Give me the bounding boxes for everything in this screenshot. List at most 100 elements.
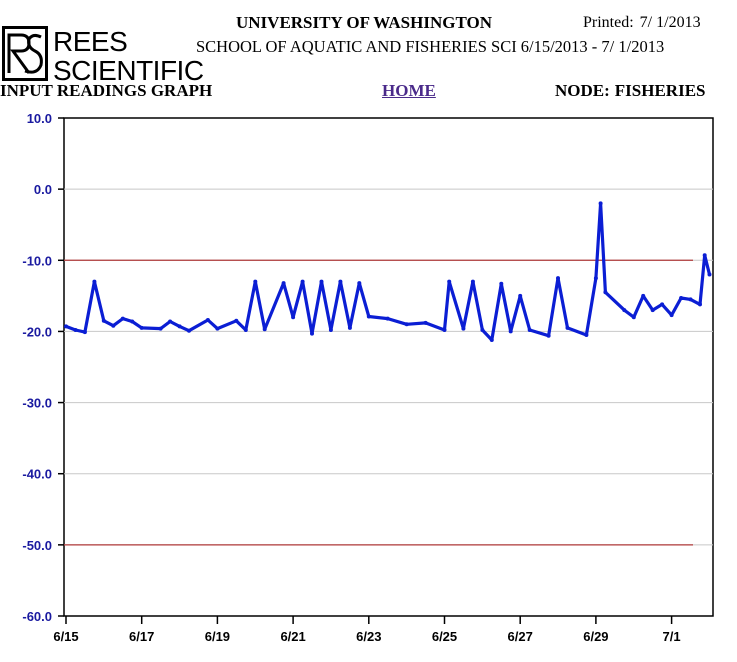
data-point [707,272,712,277]
data-point [319,279,324,284]
y-tick-label: -10.0 [22,253,52,268]
data-point [641,293,646,298]
series-group [64,201,712,342]
x-tick-label: 6/19 [205,629,230,644]
printed-label: Printed: [583,14,634,31]
data-point [130,319,135,324]
data-point [679,296,684,300]
data-point [631,315,636,320]
data-point [215,326,220,331]
x-tick-label: 6/15 [53,629,78,644]
home-link[interactable]: HOME [382,81,436,100]
data-point [243,328,248,332]
data-point [310,331,314,336]
node-value: FISHERIES [614,81,706,100]
data-point [598,201,603,206]
logo-rs-box [2,26,48,81]
data-point [447,279,452,284]
data-point [262,327,267,332]
data-point [404,322,409,327]
data-point [366,314,371,319]
x-tick-label: 6/23 [356,629,381,644]
data-point [120,316,125,321]
data-point [205,318,210,322]
data-point [234,318,239,323]
data-point [423,320,428,325]
data-point [660,302,665,307]
data-point [470,279,475,284]
data-point [480,328,485,332]
plot-area [63,117,714,617]
data-point [338,279,343,284]
y-tick-label: -20.0 [22,324,52,339]
data-point [584,333,589,337]
x-tick-label: 6/17 [129,629,154,644]
data-point [442,328,447,332]
data-point [461,326,466,331]
school-heading: SCHOOL OF AQUATIC AND FISHERIES SCI 6/15/… [196,37,664,57]
data-point [489,338,494,342]
data-point [508,329,513,334]
graph-type-label: INPUT READINGS GRAPH [0,81,213,100]
node-indicator: NODE: FISHERIES [555,81,705,101]
data-point [139,325,144,330]
data-point [291,315,296,320]
x-tick-label: 6/27 [508,629,533,644]
data-point [499,281,504,286]
y-tick-label: -30.0 [22,396,52,411]
date-range: 6/15/2013 - 7/ 1/2013 [520,37,665,56]
rees-scientific-logo: REES SCIENTIFIC [1,12,204,85]
data-point [546,333,551,338]
data-point [101,318,106,323]
data-point [527,328,532,332]
data-point [357,281,362,286]
data-point [347,325,352,330]
data-point [518,293,523,298]
x-tick-label: 6/25 [432,629,457,644]
logo-rs-mark [7,33,43,74]
data-point [92,279,97,284]
printed-value: 7/ 1/2013 [639,14,701,31]
data-point [168,319,173,324]
data-point [669,313,674,318]
logo-line1: REES [53,26,128,57]
data-point [622,308,627,313]
data-point [385,316,390,321]
x-axis-ticks: 6/15 6/17 6/19 6/21 6/23 6/25 6/27 6/29 7/1 [53,616,681,644]
logo-line2: SCIENTIFIC [53,55,204,86]
data-point [300,279,305,284]
node-label: NODE: [555,81,610,100]
data-point [82,330,87,335]
data-point [328,328,333,332]
data-point [556,276,560,281]
x-tick-label: 6/21 [280,629,305,644]
data-point [253,279,258,284]
data-point [64,324,68,329]
y-axis-ticks: 10.0 0.0 -10.0 -20.0 -30.0 -40.0 -50.0 -60.0 [22,111,64,624]
data-point [593,276,598,281]
data-point [177,324,182,329]
threshold-lines [64,259,693,546]
y-tick-label: -50.0 [22,538,52,553]
data-point [281,281,286,286]
data-point [158,326,163,331]
data-point [111,323,116,328]
data-point [688,297,693,302]
y-tick-label: 0.0 [34,182,52,197]
data-point [650,308,655,313]
data-point [698,302,702,307]
printed-date: Printed: 7/ 1/2013 [583,14,701,32]
page-title: UNIVERSITY OF WASHINGTON [236,13,493,32]
data-point [187,328,191,333]
x-tick-label: 7/1 [663,629,681,644]
data-point [702,253,707,258]
y-tick-label: -40.0 [22,467,52,482]
data-point [603,290,608,295]
y-tick-label: 10.0 [27,111,52,126]
data-point [73,328,78,332]
data-point [565,325,570,330]
y-tick-label: -60.0 [22,609,52,624]
x-tick-label: 6/29 [583,629,608,644]
school-name: SCHOOL OF AQUATIC AND FISHERIES SCI [196,37,517,56]
